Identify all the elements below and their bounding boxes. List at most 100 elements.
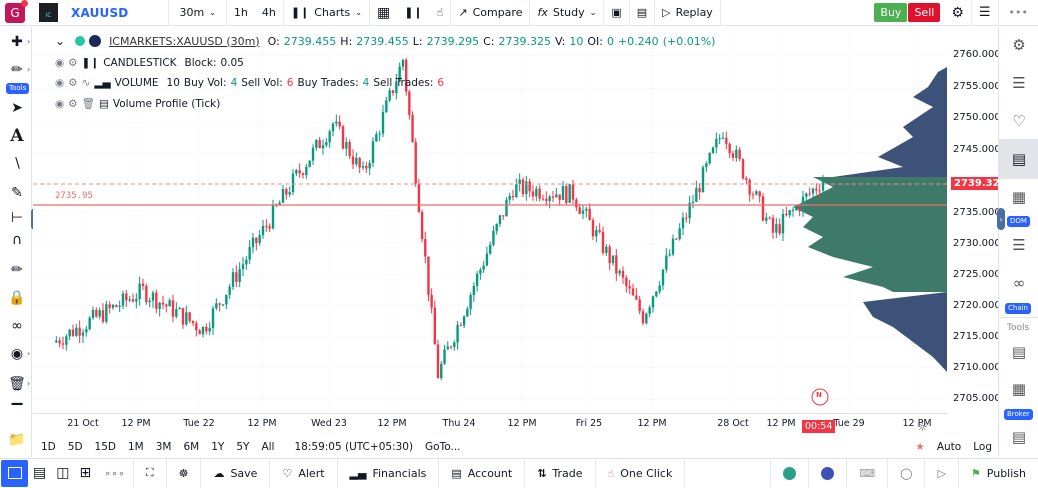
chevron-right-icon[interactable]: ›	[27, 349, 31, 358]
theme-icon[interactable]: ☼	[917, 420, 928, 434]
snapshot-button[interactable]: ▣	[604, 0, 630, 26]
charts-type-button[interactable]: ❚❙ Charts ⌄	[284, 0, 370, 26]
layout-button[interactable]: ▦	[370, 0, 397, 26]
fullscreen-button[interactable]: ⛶	[134, 458, 167, 488]
layout-single-button[interactable]	[1, 459, 28, 487]
alert-button[interactable]: ♡ Alert	[270, 458, 338, 488]
gear-icon[interactable]: ⚙	[68, 57, 78, 69]
layout-horizontal-button[interactable]: ▤	[28, 459, 51, 488]
panel-icon[interactable]: ▤	[1011, 343, 1027, 361]
save-button[interactable]: ☁ Save	[201, 458, 271, 488]
eye-icon[interactable]: ◉	[10, 346, 24, 362]
trade-button[interactable]: ⇅ Trade	[525, 458, 596, 488]
settings-button[interactable]: ⚙	[944, 0, 972, 26]
keyboard-button[interactable]: ⌨	[847, 458, 889, 488]
favorite-star-icon[interactable]: ★	[915, 441, 925, 453]
layers-button[interactable]: ☰	[972, 0, 999, 26]
replay-button[interactable]: ▷ Replay	[655, 0, 721, 26]
brush-icon[interactable]: ✎	[11, 185, 23, 201]
price-axis[interactable]: 2760.000 2755.000 2750.000 2745.000 2735…	[947, 27, 1010, 413]
magnet-icon[interactable]: ∩	[11, 232, 23, 248]
more-button[interactable]: •••	[999, 0, 1038, 26]
range-3m[interactable]: 3M	[155, 441, 172, 453]
indicator-volume-profile: ◉ ⚙ 🗑 ▤ Volume Profile (Tick)	[55, 97, 221, 111]
measure-icon[interactable]: ⊢	[10, 210, 24, 226]
eye-off-icon[interactable]: ◉	[55, 77, 65, 89]
layout-grid-button[interactable]: ⊞	[74, 459, 96, 488]
compare-button[interactable]: ↗ Compare	[451, 0, 531, 26]
chevron-right-icon[interactable]: ›	[27, 37, 31, 46]
list-icon[interactable]: ☰	[1012, 236, 1026, 254]
app-logo[interactable]: G	[5, 0, 28, 23]
interval-4h[interactable]: 4h	[255, 0, 284, 26]
clock[interactable]: 18:59:05 (UTC+05:30)	[294, 441, 414, 453]
log-scale-toggle[interactable]: Log	[973, 441, 992, 453]
eye-icon[interactable]: ◉	[55, 97, 65, 110]
range-15d[interactable]: 15D	[94, 441, 116, 453]
time-axis[interactable]: 21 Oct 12 PM Tue 22 12 PM Wed 23 12 PM T…	[33, 413, 947, 435]
interval-selector[interactable]: 30m ⌄	[168, 0, 227, 26]
chart-area[interactable]: 2735.95 N ⌄ ICMARKETS:XAUUSD (30m) O: 273…	[33, 27, 947, 413]
layout-vertical-button[interactable]: ◫	[51, 459, 74, 488]
pencil-marker-icon[interactable]: ✏	[11, 62, 23, 78]
dom-icon[interactable]: ▦	[1011, 188, 1027, 206]
chevron-right-icon[interactable]: ›	[27, 379, 31, 388]
candles-icon: ❚❙	[290, 6, 310, 19]
interval-1h[interactable]: 1h	[233, 6, 248, 19]
range-6m[interactable]: 6M	[183, 441, 200, 453]
video-button[interactable]: ▷	[925, 458, 959, 488]
range-1y[interactable]: 1Y	[211, 441, 225, 453]
sell-button[interactable]: Sell	[908, 3, 941, 22]
lock-drawing-icon[interactable]: ✏	[11, 262, 23, 278]
order-form-icon[interactable]: ▤	[1011, 428, 1027, 446]
range-all[interactable]: All	[261, 441, 275, 453]
collapse-right-toolbar-handle[interactable]: ›	[997, 208, 1005, 230]
settings-icon[interactable]: ⚙	[1012, 36, 1026, 54]
range-5y[interactable]: 5Y	[236, 441, 250, 453]
current-price-label: 2739.325	[951, 177, 1010, 190]
account-button[interactable]: ▤ Account	[439, 458, 526, 488]
layers-icon: ☰	[978, 5, 991, 20]
text-tool-icon[interactable]: A	[10, 126, 24, 146]
discord-button[interactable]	[809, 458, 848, 488]
news-marker[interactable]: N	[816, 391, 822, 399]
notebook-icon[interactable]: ▤	[1011, 150, 1027, 168]
range-1m[interactable]: 1M	[127, 441, 144, 453]
collapse-legend-icon[interactable]: ⌄	[55, 34, 66, 48]
buy-button[interactable]: Buy	[874, 3, 908, 22]
range-5d[interactable]: 5D	[67, 441, 83, 453]
gear-icon[interactable]: ⚙	[68, 77, 78, 89]
ruler-icon[interactable]: ▔	[11, 404, 23, 420]
financials-button[interactable]: ▂▄ Financials	[338, 458, 440, 488]
trash-icon[interactable]: 🗑	[81, 98, 95, 110]
bell-icon[interactable]: ♡	[1012, 112, 1026, 130]
gear-icon[interactable]: ⚙	[68, 97, 78, 110]
chevron-right-icon[interactable]: ›	[27, 65, 31, 74]
layers-icon[interactable]: ☰	[1012, 74, 1026, 92]
report-button[interactable]: ▤	[630, 0, 656, 26]
bars-button[interactable]: ❚❙	[397, 0, 429, 26]
range-1d[interactable]: 1D	[41, 441, 56, 453]
lock-icon[interactable]: 🔒	[8, 290, 26, 306]
auto-scale-toggle[interactable]: Auto	[936, 441, 962, 453]
study-button[interactable]: fx Study ⌄	[530, 0, 605, 26]
theme-button[interactable]: ☸	[167, 458, 202, 488]
symbol-full-name[interactable]: ICMARKETS:XAUUSD (30m)	[109, 34, 260, 48]
cursor-icon[interactable]: ➤	[11, 100, 23, 116]
goto-button[interactable]: GoTo...	[425, 441, 461, 453]
more-layouts-button[interactable]: ∘∘∘	[96, 458, 134, 488]
one-click-button[interactable]: ☝ One Click	[596, 458, 686, 488]
telegram-button[interactable]	[770, 458, 810, 488]
indicator-templates-button[interactable]: ☝	[430, 0, 452, 26]
trendline-icon[interactable]: ∖	[12, 156, 22, 172]
folder-drawing-icon[interactable]: 📁	[8, 432, 26, 448]
trash-icon[interactable]: 🗑	[8, 376, 26, 392]
link-icon[interactable]: ∞	[11, 318, 23, 334]
symbol-search[interactable]: XAUUSD	[71, 5, 129, 20]
crosshair-tool-icon[interactable]: ✚	[11, 34, 23, 50]
chain-icon[interactable]: ∞	[1012, 274, 1026, 292]
publish-button[interactable]: ⚑ Publish	[970, 466, 1026, 480]
eye-icon[interactable]: ◉	[55, 57, 65, 69]
ideas-button[interactable]: ◯	[888, 458, 926, 488]
apps-grid-icon[interactable]: ▦	[1011, 380, 1027, 398]
